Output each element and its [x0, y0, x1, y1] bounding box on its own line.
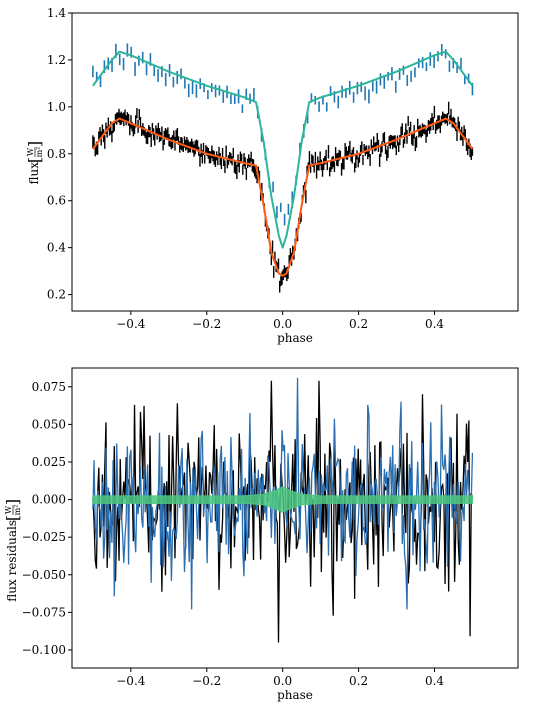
- light-curve-ylabel: flux W m² [ ]: [25, 141, 44, 185]
- light-curve-xtick-label: 0.0: [273, 317, 292, 331]
- light-curve-xlabel: phase: [277, 331, 313, 345]
- residuals-xtick-label: −0.4: [116, 674, 146, 688]
- residuals-ylabel: flux residuals W m² [ ]: [3, 499, 22, 602]
- light-curve-ylabel-unit-num: W: [26, 147, 35, 156]
- light-curve-ylabel-bracket-close: ]: [25, 141, 44, 147]
- light-curve-ytick-label: 0.4: [47, 241, 66, 255]
- residuals-xtick-label: 0.4: [425, 674, 444, 688]
- light-curve-ytick-label: 1.2: [47, 53, 66, 67]
- residuals-panel: −0.4 −0.2 0.0 0.2 0.4 −0.100 −0.075 −0.050 −0.02…: [3, 367, 519, 702]
- residuals-xlabel: phase: [277, 688, 313, 702]
- residuals-ylabel-text: flux residuals: [5, 520, 19, 602]
- light-curve-ytick-label: 0.2: [47, 288, 66, 302]
- residuals-axes-frame: [71, 367, 519, 669]
- light-curve-xtick-label: −0.4: [116, 317, 146, 331]
- residuals-ticks: −0.4 −0.2 0.0 0.2 0.4 −0.100 −0.075 −0.050 −0.02…: [22, 380, 445, 688]
- light-curve-xtick-label: 0.2: [349, 317, 368, 331]
- residuals-ylabel-unit-num: W: [4, 505, 13, 514]
- model-curve-3: [92, 117, 474, 277]
- light-curve-xtick-label: −0.2: [192, 317, 221, 331]
- light-curve-ylabel-text: flux: [27, 162, 41, 185]
- light-curve-xtick-label: 0.4: [425, 317, 444, 331]
- light-curve-panel: −0.4 −0.2 0.0 0.2 0.4 0.2 0.4 0.6 0.8 1.0 1.2 1.4 p…: [25, 6, 519, 345]
- residuals-ytick-label: 0.025: [32, 455, 66, 469]
- residuals-ytick-label: 0.050: [32, 417, 66, 431]
- residuals-ylabel-unit-den: m²: [13, 505, 22, 516]
- light-curve-ytick-label: 1.0: [47, 100, 66, 114]
- residuals-ytick-label: 0.075: [32, 380, 66, 394]
- light-curve-ticks: −0.4 −0.2 0.0 0.2 0.4 0.2 0.4 0.6 0.8 1.0 1.2 1.4: [47, 6, 444, 331]
- residuals-ylabel-bracket-open: [: [3, 515, 22, 521]
- light-curve-ylabel-bracket-open: [: [25, 157, 44, 163]
- light-curve-ytick-label: 0.6: [47, 194, 66, 208]
- observed-errorbars-0: [92, 43, 474, 226]
- model-curve-1: [92, 50, 474, 249]
- residuals-xtick-label: 0.2: [349, 674, 368, 688]
- residuals-data: [92, 377, 474, 643]
- residuals-ytick-label: −0.025: [22, 530, 66, 544]
- residual-line-1: [92, 377, 474, 610]
- residuals-ytick-label: −0.100: [22, 643, 66, 657]
- residuals-ytick-label: 0.000: [32, 493, 66, 507]
- residuals-xtick-label: −0.2: [192, 674, 221, 688]
- light-curve-ytick-label: 1.4: [47, 6, 66, 20]
- residuals-ytick-label: −0.075: [22, 605, 66, 619]
- residuals-ylabel-bracket-close: ]: [3, 499, 22, 505]
- residuals-xtick-label: 0.0: [273, 674, 292, 688]
- light-curve-axes-frame: [71, 12, 519, 312]
- light-curve-ylabel-unit-den: m²: [35, 147, 44, 158]
- light-curve-data: [92, 43, 474, 293]
- zero-band: [92, 486, 473, 513]
- residuals-ytick-label: −0.050: [22, 568, 66, 582]
- light-curve-ytick-label: 0.8: [47, 147, 66, 161]
